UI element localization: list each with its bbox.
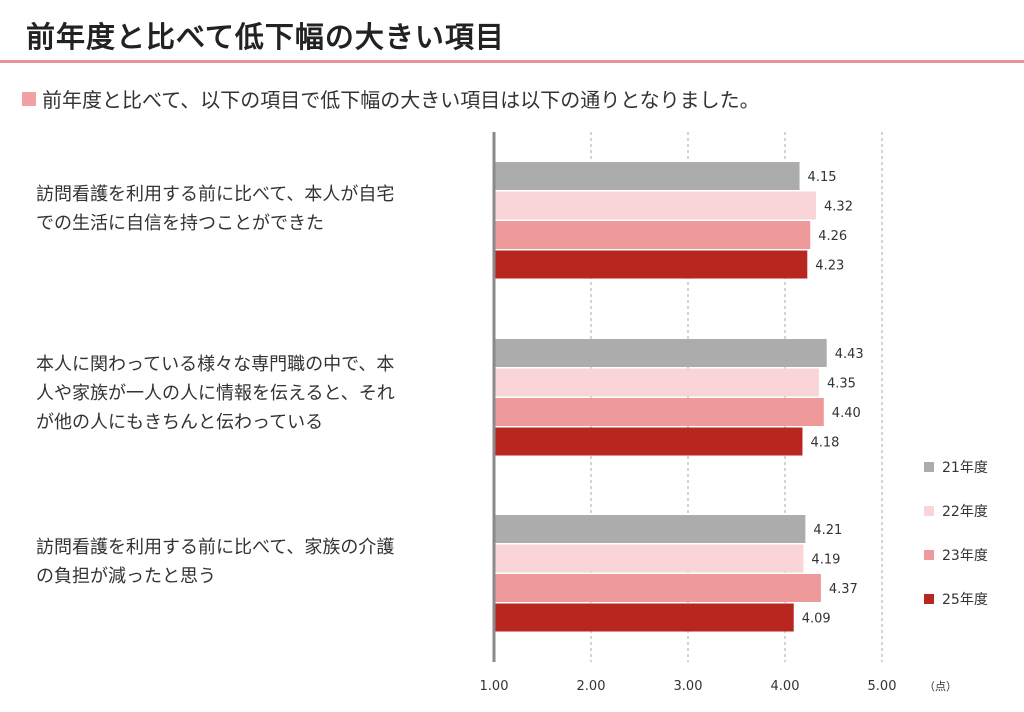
category-label-line: の負担が減ったと思う [36,566,216,587]
data-label-g3-s4: 4.09 [802,612,831,627]
category-label-line: 本人に関わっている様々な専門職の中で、本 [36,354,395,375]
category-label-3: 訪問看護を利用する前に比べて、家族の介護 の負担が減ったと思う [36,533,476,591]
legend-item-23: 23年度 [924,544,988,566]
legend-label-25: 25年度 [942,592,988,608]
data-label-g2-s1: 4.43 [835,347,864,362]
bar-g3-s1 [494,515,806,543]
title-divider [0,60,1024,63]
legend-item-25: 25年度 [924,588,988,610]
legend-label-21: 21年度 [942,460,988,476]
bar-g2-s4 [494,427,803,456]
x-tick-label-3: 4.00 [771,679,800,694]
x-axis-unit: （点） [924,680,957,693]
bar-g1-s3 [494,221,811,249]
bar-g1-s2 [494,191,817,220]
data-label-g1-s1: 4.15 [808,170,837,185]
legend-item-21: 21年度 [924,456,988,478]
x-tick-label-1: 2.00 [577,679,606,694]
data-label-g2-s3: 4.40 [832,406,861,421]
legend-label-23: 23年度 [942,548,988,564]
x-tick-label-0: 1.00 [480,679,509,694]
legend-swatch-22 [924,506,934,516]
square-bullet-icon [22,91,36,106]
legend-swatch-21 [924,462,934,472]
data-label-g1-s3: 4.26 [818,229,847,244]
data-label-g2-s4: 4.18 [810,436,839,451]
bar-g1-s1 [494,162,800,190]
legend-item-22: 22年度 [924,500,988,522]
bar-g3-s4 [494,603,794,632]
bar-g2-s2 [494,368,819,397]
bar-g2-s3 [494,398,824,426]
legend-swatch-23 [924,550,934,560]
category-label-line: 人や家族が一人の人に情報を伝えると、それ [36,383,395,404]
data-label-g3-s2: 4.19 [811,553,840,568]
chart-legend: 21年度 22年度 23年度 25年度 [924,456,988,632]
data-label-g2-s2: 4.35 [827,377,856,392]
data-label-g1-s4: 4.23 [815,259,844,274]
category-label-line: が他の人にもきちんと伝わっている [36,412,324,433]
subtitle-text: 前年度と比べて、以下の項目で低下幅の大きい項目は以下の通りとなりました。 [42,88,760,112]
legend-label-22: 22年度 [942,504,988,520]
category-label-line: での生活に自信を持つことができた [36,213,324,234]
x-tick-label-4: 5.00 [868,679,897,694]
category-label-1: 訪問看護を利用する前に比べて、本人が自宅 での生活に自信を持つことができた [36,180,476,238]
bar-g3-s2 [494,544,804,573]
data-label-g1-s2: 4.32 [824,200,853,215]
x-tick-label-2: 3.00 [674,679,703,694]
legend-swatch-25 [924,594,934,604]
subtitle: 前年度と比べて、以下の項目で低下幅の大きい項目は以下の通りとなりました。 [22,84,760,113]
bar-g2-s1 [494,339,827,367]
category-label-line: 訪問看護を利用する前に比べて、家族の介護 [36,537,395,558]
category-label-2: 本人に関わっている様々な専門職の中で、本 人や家族が一人の人に情報を伝えると、それ… [36,350,476,437]
data-label-g3-s1: 4.21 [813,523,842,538]
page-title: 前年度と比べて低下幅の大きい項目 [26,20,505,54]
bar-g3-s3 [494,574,821,602]
bar-g1-s4 [494,250,808,279]
data-label-g3-s3: 4.37 [829,582,858,597]
category-label-line: 訪問看護を利用する前に比べて、本人が自宅 [36,184,395,205]
